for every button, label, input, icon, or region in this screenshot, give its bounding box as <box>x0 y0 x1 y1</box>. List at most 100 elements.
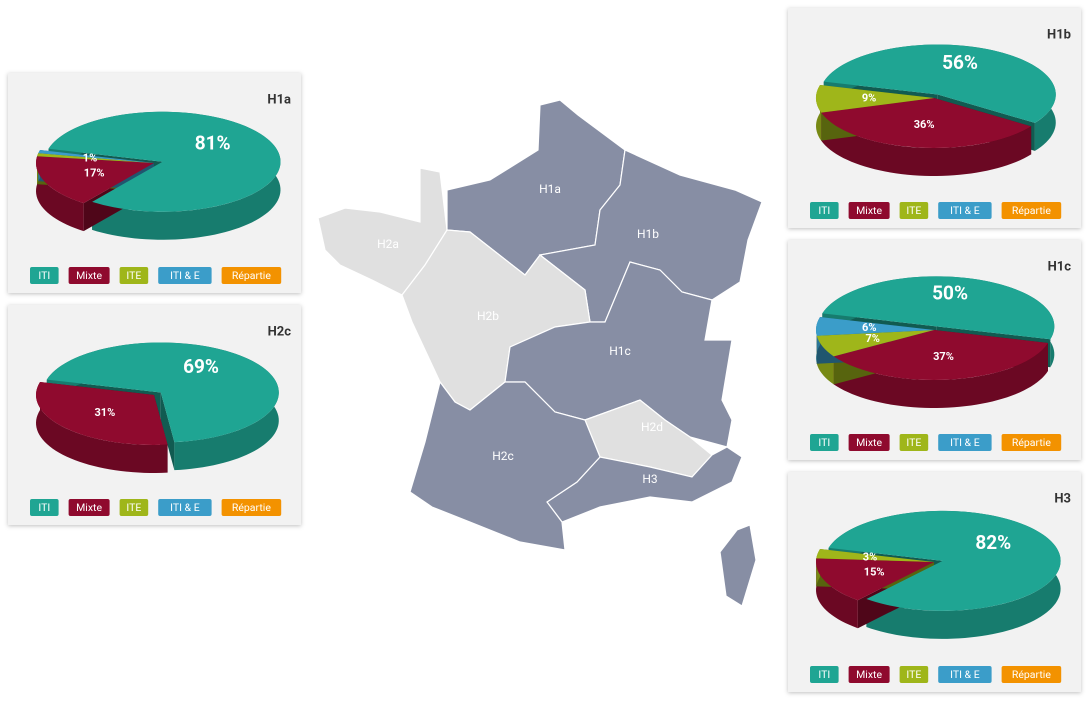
slice-wall <box>816 558 858 629</box>
pie-slice <box>821 98 1032 149</box>
pie-slice <box>828 510 1061 611</box>
legend-swatch <box>938 202 992 219</box>
pie-slice <box>37 153 155 163</box>
legend-swatch <box>810 434 839 451</box>
legend-swatch <box>938 434 992 451</box>
pie-slice <box>822 276 1055 340</box>
legend-swatch <box>158 267 212 284</box>
chart-title: H1a <box>267 92 291 107</box>
pie-panel: H1b 56% 36% 9% ITI Mixte ITE ITI & E Répartie <box>788 8 1081 228</box>
legend-label: Mixte <box>76 501 102 514</box>
legend-label: ITE <box>906 204 921 217</box>
data-label: 15% <box>864 566 885 579</box>
legend-label: ITI <box>38 269 50 282</box>
chart-title: H1b <box>1047 27 1071 42</box>
legend-swatch <box>1001 434 1062 451</box>
legend-label: Répartie <box>1012 204 1051 217</box>
legend-label: ITI <box>38 501 50 514</box>
data-label: 3% <box>863 550 877 563</box>
data-label: 36% <box>914 118 935 131</box>
legend-swatch <box>848 666 890 683</box>
pie-labels: 69% 31% <box>94 355 218 419</box>
pie-tops <box>816 510 1061 611</box>
legend-swatch <box>810 202 839 219</box>
pie-slice <box>816 85 934 113</box>
pie-tops <box>35 342 279 445</box>
legend-label: Répartie <box>1012 668 1051 681</box>
legend-swatch <box>68 267 110 284</box>
legend-label: ITI & E <box>950 668 980 681</box>
pie-labels: 81% 17% 1% <box>83 131 231 179</box>
legend-swatch <box>1001 202 1062 219</box>
data-label: 31% <box>94 406 115 419</box>
region-label: H1a <box>539 182 561 196</box>
legend-swatch <box>848 202 890 219</box>
data-label: 82% <box>975 531 1011 554</box>
slice-side <box>160 392 175 471</box>
france-map: H1a H1b H1c H2a H2b H2c H2d H3 <box>317 99 763 607</box>
legend-swatch <box>221 267 282 284</box>
region-label: H3 <box>642 472 657 486</box>
data-label: 7% <box>865 332 879 345</box>
legend-swatch <box>899 666 929 683</box>
legend-swatch <box>158 499 212 516</box>
legend-swatch <box>119 267 149 284</box>
data-label: 69% <box>183 355 219 378</box>
legend-label: ITI <box>818 436 830 449</box>
pie-slice <box>816 558 934 601</box>
legend-label: ITI <box>818 204 830 217</box>
pie-panel: H1c 50% 37% 7%6% ITI Mixte ITE ITI & E Répartie <box>788 240 1081 460</box>
pie-labels: 50% 37% 7%6% <box>862 282 968 364</box>
pie-labels: 82% 15% 3% <box>863 531 1011 578</box>
legend-label: Répartie <box>232 501 271 514</box>
legend-swatch <box>30 499 59 516</box>
data-label: 9% <box>862 91 876 104</box>
legend-swatch <box>899 202 929 219</box>
pie-panel: H2c 69% 31% ITI Mixte ITE ITI & E Répartie <box>8 305 301 525</box>
legend-label: ITI & E <box>950 204 980 217</box>
legend-label: ITE <box>906 668 921 681</box>
pie-panel: H3 82% 15% 3% ITI Mixte ITE ITI & E Répartie <box>788 472 1081 692</box>
legend-label: ITE <box>126 269 141 282</box>
slice-wall <box>821 112 1032 176</box>
legend-swatch <box>30 267 59 284</box>
slice-wall <box>36 156 84 232</box>
slice-wall <box>833 342 1048 408</box>
legend-swatch <box>938 666 992 683</box>
region-label: H2c <box>492 449 514 463</box>
data-label: 50% <box>932 282 968 305</box>
pie-slice <box>35 382 168 445</box>
region-label: H2a <box>377 237 399 251</box>
pie-slice <box>816 549 934 562</box>
pie-slice <box>823 44 1056 123</box>
data-label: 56% <box>942 51 978 74</box>
legend-swatch <box>68 499 110 516</box>
legend-swatch <box>899 434 929 451</box>
pie-slice <box>48 111 281 212</box>
legend-swatch <box>221 499 282 516</box>
legend-swatch <box>810 666 839 683</box>
legend-label: ITI & E <box>170 269 200 282</box>
legend-label: ITE <box>126 501 141 514</box>
corsica <box>719 524 757 607</box>
pie-tops <box>816 44 1056 149</box>
slice-wall <box>36 382 168 473</box>
data-label: 17% <box>84 167 105 180</box>
pie-slice <box>35 156 154 204</box>
legend-label: Répartie <box>232 269 271 282</box>
pie-labels: 56% 36% 9% <box>862 51 978 131</box>
legend-label: ITI & E <box>950 436 980 449</box>
region-label: H1b <box>637 227 659 241</box>
data-label: 81% <box>195 131 231 154</box>
pie-slice <box>816 317 934 336</box>
legend-label: Mixte <box>856 668 882 681</box>
legend-label: Répartie <box>1012 436 1051 449</box>
pie-slice <box>833 330 1048 380</box>
legend-label: ITI <box>818 668 830 681</box>
chart-title: H1c <box>1048 259 1072 274</box>
chart-title: H2c <box>268 324 292 339</box>
legend-label: ITE <box>906 436 921 449</box>
legend-swatch <box>848 434 890 451</box>
pie-slice <box>816 330 934 357</box>
